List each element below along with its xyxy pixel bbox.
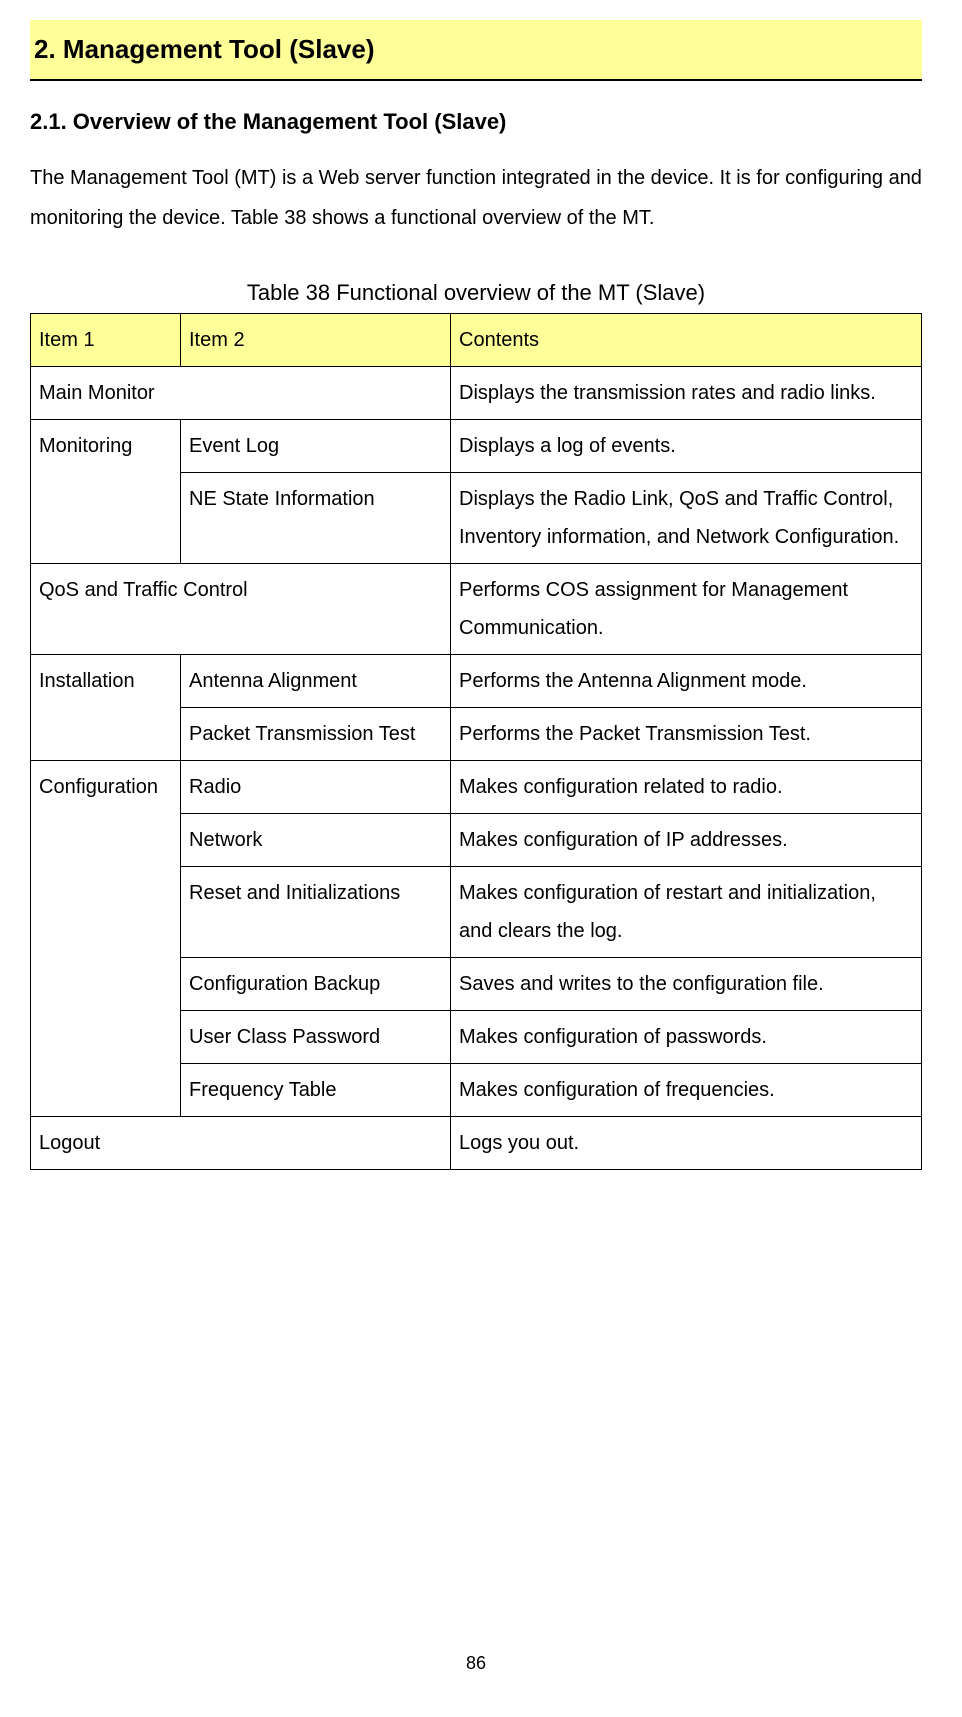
table-row: Installation Antenna Alignment Performs … bbox=[31, 655, 922, 708]
table-caption: Table 38 Functional overview of the MT (… bbox=[30, 276, 922, 309]
cell-installation: Installation bbox=[31, 655, 181, 761]
cell-contents: Makes configuration of restart and initi… bbox=[451, 867, 922, 958]
table-row: Monitoring Event Log Displays a log of e… bbox=[31, 420, 922, 473]
cell-contents: Makes configuration related to radio. bbox=[451, 761, 922, 814]
cell-item2: Reset and Initializations bbox=[181, 867, 451, 958]
cell-item2: NE State Information bbox=[181, 473, 451, 564]
section-title: 2. Management Tool (Slave) bbox=[30, 20, 922, 81]
cell-contents: Performs the Antenna Alignment mode. bbox=[451, 655, 922, 708]
cell-item2: Packet Transmission Test bbox=[181, 708, 451, 761]
cell-contents: Makes configuration of passwords. bbox=[451, 1011, 922, 1064]
functional-overview-table: Item 1 Item 2 Contents Main Monitor Disp… bbox=[30, 313, 922, 1170]
table-row: QoS and Traffic Control Performs COS ass… bbox=[31, 564, 922, 655]
intro-paragraph: The Management Tool (MT) is a Web server… bbox=[30, 158, 922, 238]
cell-contents: Logs you out. bbox=[451, 1117, 922, 1170]
header-item2: Item 2 bbox=[181, 314, 451, 367]
cell-item2: Radio bbox=[181, 761, 451, 814]
cell-contents: Makes configuration of frequencies. bbox=[451, 1064, 922, 1117]
table-row: Main Monitor Displays the transmission r… bbox=[31, 367, 922, 420]
cell-logout: Logout bbox=[31, 1117, 451, 1170]
cell-contents: Displays the transmission rates and radi… bbox=[451, 367, 922, 420]
table-row: Logout Logs you out. bbox=[31, 1117, 922, 1170]
cell-item2: Frequency Table bbox=[181, 1064, 451, 1117]
cell-contents: Performs the Packet Transmission Test. bbox=[451, 708, 922, 761]
cell-contents: Displays a log of events. bbox=[451, 420, 922, 473]
page-number: 86 bbox=[30, 1650, 922, 1677]
cell-item2: Event Log bbox=[181, 420, 451, 473]
cell-monitoring: Monitoring bbox=[31, 420, 181, 564]
cell-item2: Antenna Alignment bbox=[181, 655, 451, 708]
cell-contents: Makes configuration of IP addresses. bbox=[451, 814, 922, 867]
cell-configuration: Configuration bbox=[31, 761, 181, 1117]
cell-qos: QoS and Traffic Control bbox=[31, 564, 451, 655]
header-item1: Item 1 bbox=[31, 314, 181, 367]
table-header-row: Item 1 Item 2 Contents bbox=[31, 314, 922, 367]
cell-item2: Configuration Backup bbox=[181, 958, 451, 1011]
cell-contents: Displays the Radio Link, QoS and Traffic… bbox=[451, 473, 922, 564]
cell-main-monitor: Main Monitor bbox=[31, 367, 451, 420]
table-row: Configuration Radio Makes configuration … bbox=[31, 761, 922, 814]
subsection-title: 2.1. Overview of the Management Tool (Sl… bbox=[30, 105, 922, 138]
cell-contents: Performs COS assignment for Management C… bbox=[451, 564, 922, 655]
header-contents: Contents bbox=[451, 314, 922, 367]
cell-contents: Saves and writes to the configuration fi… bbox=[451, 958, 922, 1011]
cell-item2: Network bbox=[181, 814, 451, 867]
cell-item2: User Class Password bbox=[181, 1011, 451, 1064]
